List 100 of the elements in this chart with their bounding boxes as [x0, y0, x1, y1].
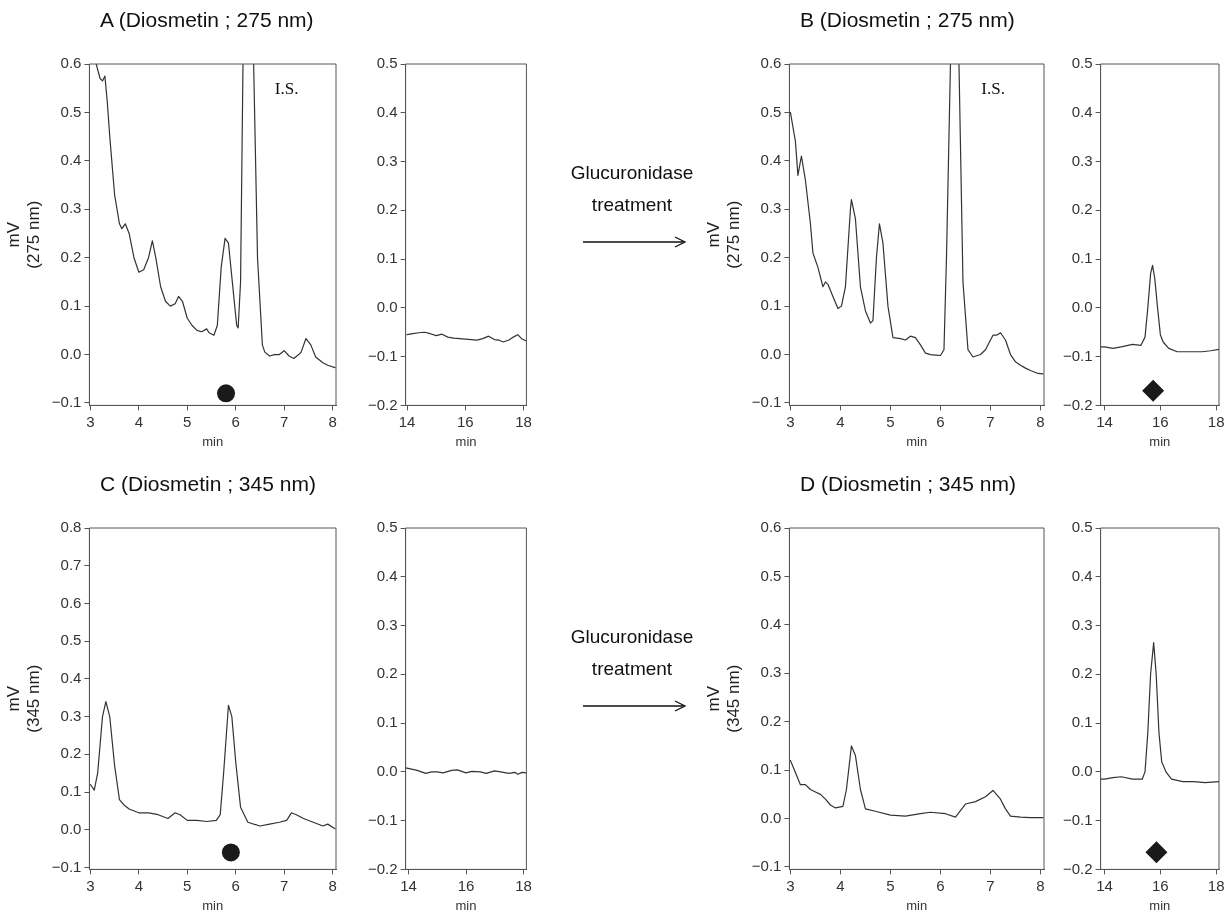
y-tick-label: −0.1 [51, 393, 82, 411]
x-tick-label: 5 [183, 876, 192, 894]
y-tick-label: 0.2 [60, 247, 82, 265]
y-tick-label: 0.3 [760, 199, 782, 217]
x-axis-title: min [455, 897, 477, 913]
y-tick-label: 0.4 [376, 566, 398, 584]
x-axis-title: min [1149, 897, 1171, 913]
x-tick-label: 14 [400, 876, 417, 894]
y-tick-label: −0.2 [1062, 859, 1093, 877]
y-tick-label: 0.2 [760, 711, 782, 729]
y-tick-label: 0.4 [760, 614, 782, 632]
x-tick-label: 16 [1152, 412, 1169, 430]
y-tick-label: 0.2 [376, 200, 398, 218]
y-tick-label: −0.1 [367, 810, 398, 828]
y-tick-label: 0.3 [760, 663, 782, 681]
x-tick-label: 5 [183, 412, 192, 430]
y-tick-label: 0.5 [760, 566, 782, 584]
y-tick-label: 0.1 [1071, 713, 1093, 731]
y-tick-label: −0.1 [751, 393, 782, 411]
y-tick-label: 0.1 [376, 713, 398, 731]
y-tick-label: 0.4 [376, 102, 398, 120]
y-tick-label: 0.1 [1071, 249, 1093, 267]
y-tick-label: 0.0 [760, 808, 782, 826]
y-tick-label: 0.3 [1071, 615, 1093, 633]
x-tick-label: 8 [1036, 876, 1045, 894]
x-tick-label: 16 [457, 876, 475, 894]
x-axis-title: min [455, 433, 477, 449]
x-tick-label: 18 [515, 876, 532, 894]
y-tick-label: 0.6 [60, 593, 82, 611]
y-tick-label: 0.3 [376, 615, 398, 633]
y-tick-label: 0.4 [1071, 566, 1093, 584]
x-tick-label: 8 [328, 876, 337, 894]
y-tick-label: 0.0 [1071, 762, 1093, 779]
annotation: I.S. [274, 79, 299, 99]
y-tick-label: 0.0 [1071, 298, 1093, 315]
y-tick-label: 0.4 [1071, 102, 1093, 120]
x-axis-title: min [202, 897, 224, 913]
y-tick-label: 0.3 [1071, 151, 1093, 169]
x-tick-label: 16 [1152, 876, 1169, 894]
x-tick-label: 14 [1096, 412, 1113, 430]
x-tick-label: 3 [786, 412, 795, 430]
y-tick-label: 0.2 [376, 664, 398, 682]
y-axis-title: mV (275 nm) [703, 200, 744, 269]
x-tick-label: 4 [134, 876, 143, 894]
y-tick-label: 0.5 [60, 102, 82, 120]
y-tick-label: 0.6 [760, 518, 782, 536]
y-tick-label: 0.7 [60, 555, 82, 573]
y-tick-label: 0.6 [60, 54, 82, 72]
x-tick-label: 7 [279, 412, 289, 430]
x-tick-label: 14 [1096, 876, 1113, 894]
x-tick-label: 5 [886, 876, 895, 894]
y-axis-title: mV (345 nm) [3, 664, 44, 733]
x-tick-label: 14 [398, 412, 416, 430]
y-tick-label: −0.1 [1062, 346, 1093, 364]
annotation: I.S. [981, 79, 1005, 99]
y-tick-label: −0.1 [51, 857, 82, 875]
y-tick-label: 0.5 [376, 518, 398, 536]
chart-title: A (Diosmetin ; 275 nm) [100, 8, 314, 32]
chart-title: C (Diosmetin ; 345 nm) [100, 472, 316, 496]
y-tick-label: 0.0 [376, 298, 398, 315]
y-tick-label: 0.1 [760, 760, 782, 778]
chart-title: D (Diosmetin ; 345 nm) [800, 472, 1016, 496]
x-tick-label: 16 [456, 412, 474, 430]
y-tick-label: 0.3 [60, 199, 82, 217]
y-tick-label: −0.2 [367, 395, 398, 413]
y-axis-title: mV (275 nm) [3, 200, 44, 269]
x-tick-label: 4 [836, 412, 845, 430]
y-tick-label: 0.2 [1071, 200, 1093, 218]
y-tick-label: 0.0 [60, 819, 82, 837]
y-tick-label: 0.3 [376, 151, 398, 169]
x-tick-label: 7 [986, 876, 995, 894]
y-tick-label: −0.2 [1062, 395, 1093, 413]
y-tick-label: 0.5 [1071, 518, 1093, 536]
x-tick-label: 6 [231, 876, 240, 894]
y-tick-label: −0.1 [751, 857, 782, 875]
chart-title: B (Diosmetin ; 275 nm) [800, 8, 1015, 32]
y-tick-label: 0.0 [376, 762, 398, 779]
y-tick-label: 0.5 [376, 54, 398, 72]
y-tick-label: 0.2 [760, 247, 782, 265]
x-tick-label: 6 [936, 876, 945, 894]
text: Glucuronidase treatment [569, 161, 695, 217]
x-tick-label: 3 [86, 412, 95, 430]
y-tick-label: −0.1 [1062, 810, 1093, 828]
y-tick-label: 0.1 [376, 249, 398, 267]
y-tick-label: 0.4 [60, 669, 82, 687]
y-tick-label: 0.4 [760, 150, 782, 168]
x-tick-label: 6 [936, 412, 945, 430]
y-tick-label: 0.8 [60, 518, 82, 536]
x-tick-label: 4 [134, 412, 143, 430]
y-tick-label: 0.4 [60, 150, 82, 168]
x-tick-label: 3 [786, 876, 795, 894]
x-axis-title: min [906, 433, 928, 449]
y-tick-label: 0.6 [760, 54, 782, 72]
x-tick-label: 8 [328, 412, 337, 430]
y-tick-label: 0.5 [760, 102, 782, 120]
y-tick-label: 0.2 [1071, 664, 1093, 682]
y-tick-label: 0.2 [60, 744, 82, 762]
y-tick-label: 0.5 [60, 631, 82, 649]
x-tick-label: 18 [515, 412, 532, 430]
y-tick-label: 0.1 [60, 782, 82, 800]
